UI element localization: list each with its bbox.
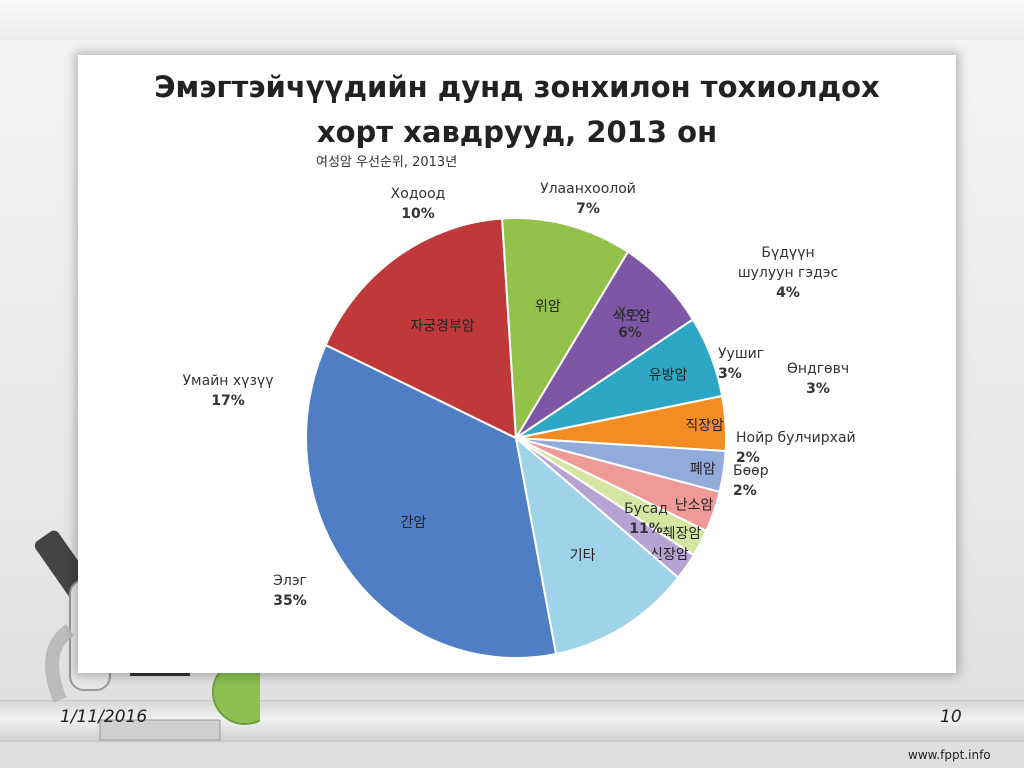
pie-data-label: Бүдүүн шулуун гэдэс 4%: [738, 245, 838, 301]
pie-slice-inner-label: 췌장암: [663, 526, 702, 542]
chart-title-line-1: Эмэгтэйчүүдийн дунд зонхилон тохиолдох: [154, 70, 880, 104]
pie-slice-inner-label: 자궁경부암: [410, 318, 475, 334]
pie-data-label: Бөөр 2%: [733, 463, 769, 499]
pie-slice-inner-label: 신장암: [650, 547, 689, 563]
pie-data-label: Өндгөвч 3%: [787, 361, 849, 397]
pie-slice-cervix: [324, 217, 518, 440]
footer-date: 1/11/2016: [60, 707, 148, 727]
pie-data-label: Элэг 35%: [273, 573, 307, 609]
pie-slice-stomach: [501, 217, 630, 442]
footer-site: www.fppt.info: [908, 748, 991, 762]
top-band: [0, 0, 1024, 40]
pie-data-label: Хөх 6%: [617, 305, 643, 341]
chart-card: Эмэгтэйчүүдийн дунд зонхилон тохиолдох х…: [78, 55, 956, 673]
pie-data-label: Улаанхоолой 7%: [540, 181, 636, 217]
chart-title: Эмэгтэйчүүдийн дунд зонхилон тохиолдох х…: [78, 65, 956, 155]
pie-slice-other: [514, 435, 680, 656]
pie-slice-inner-label: 폐암: [690, 461, 716, 477]
pie-data-label: Нойр булчирхай 2%: [736, 430, 856, 466]
pie-slice-inner-label: 위암: [535, 299, 561, 315]
chart-title-line-2: хорт хавдрууд, 2013 он: [316, 115, 718, 149]
pie-slice-inner-label: 유방암: [649, 367, 688, 383]
chart-subtitle: 여성암 우선순위, 2013년: [316, 155, 458, 170]
pie-chart: 간암 Элэг 35% 자궁경부암 Умайн хүзүү 17% 위암 Ходоод 10% 식…: [183, 181, 856, 659]
pie-data-label: Бусад 11%: [624, 501, 668, 537]
pie-slice-liver: [305, 343, 558, 659]
pie-slice-inner-label: 기타: [570, 548, 596, 564]
pie-slice-inner-label: 직장암: [685, 418, 724, 434]
pie-slice-inner-label: 간암: [401, 515, 427, 531]
pie-slice-inner-label: 난소암: [675, 497, 714, 513]
pie-data-label: Уушиг 3%: [718, 346, 764, 382]
pie-data-label: Умайн хүзүү 17%: [183, 373, 274, 409]
pie-slice-inner-label: 식도암: [612, 309, 651, 325]
footer-page-number: 10: [940, 707, 962, 727]
pie-data-label: Ходоод 10%: [391, 186, 446, 222]
